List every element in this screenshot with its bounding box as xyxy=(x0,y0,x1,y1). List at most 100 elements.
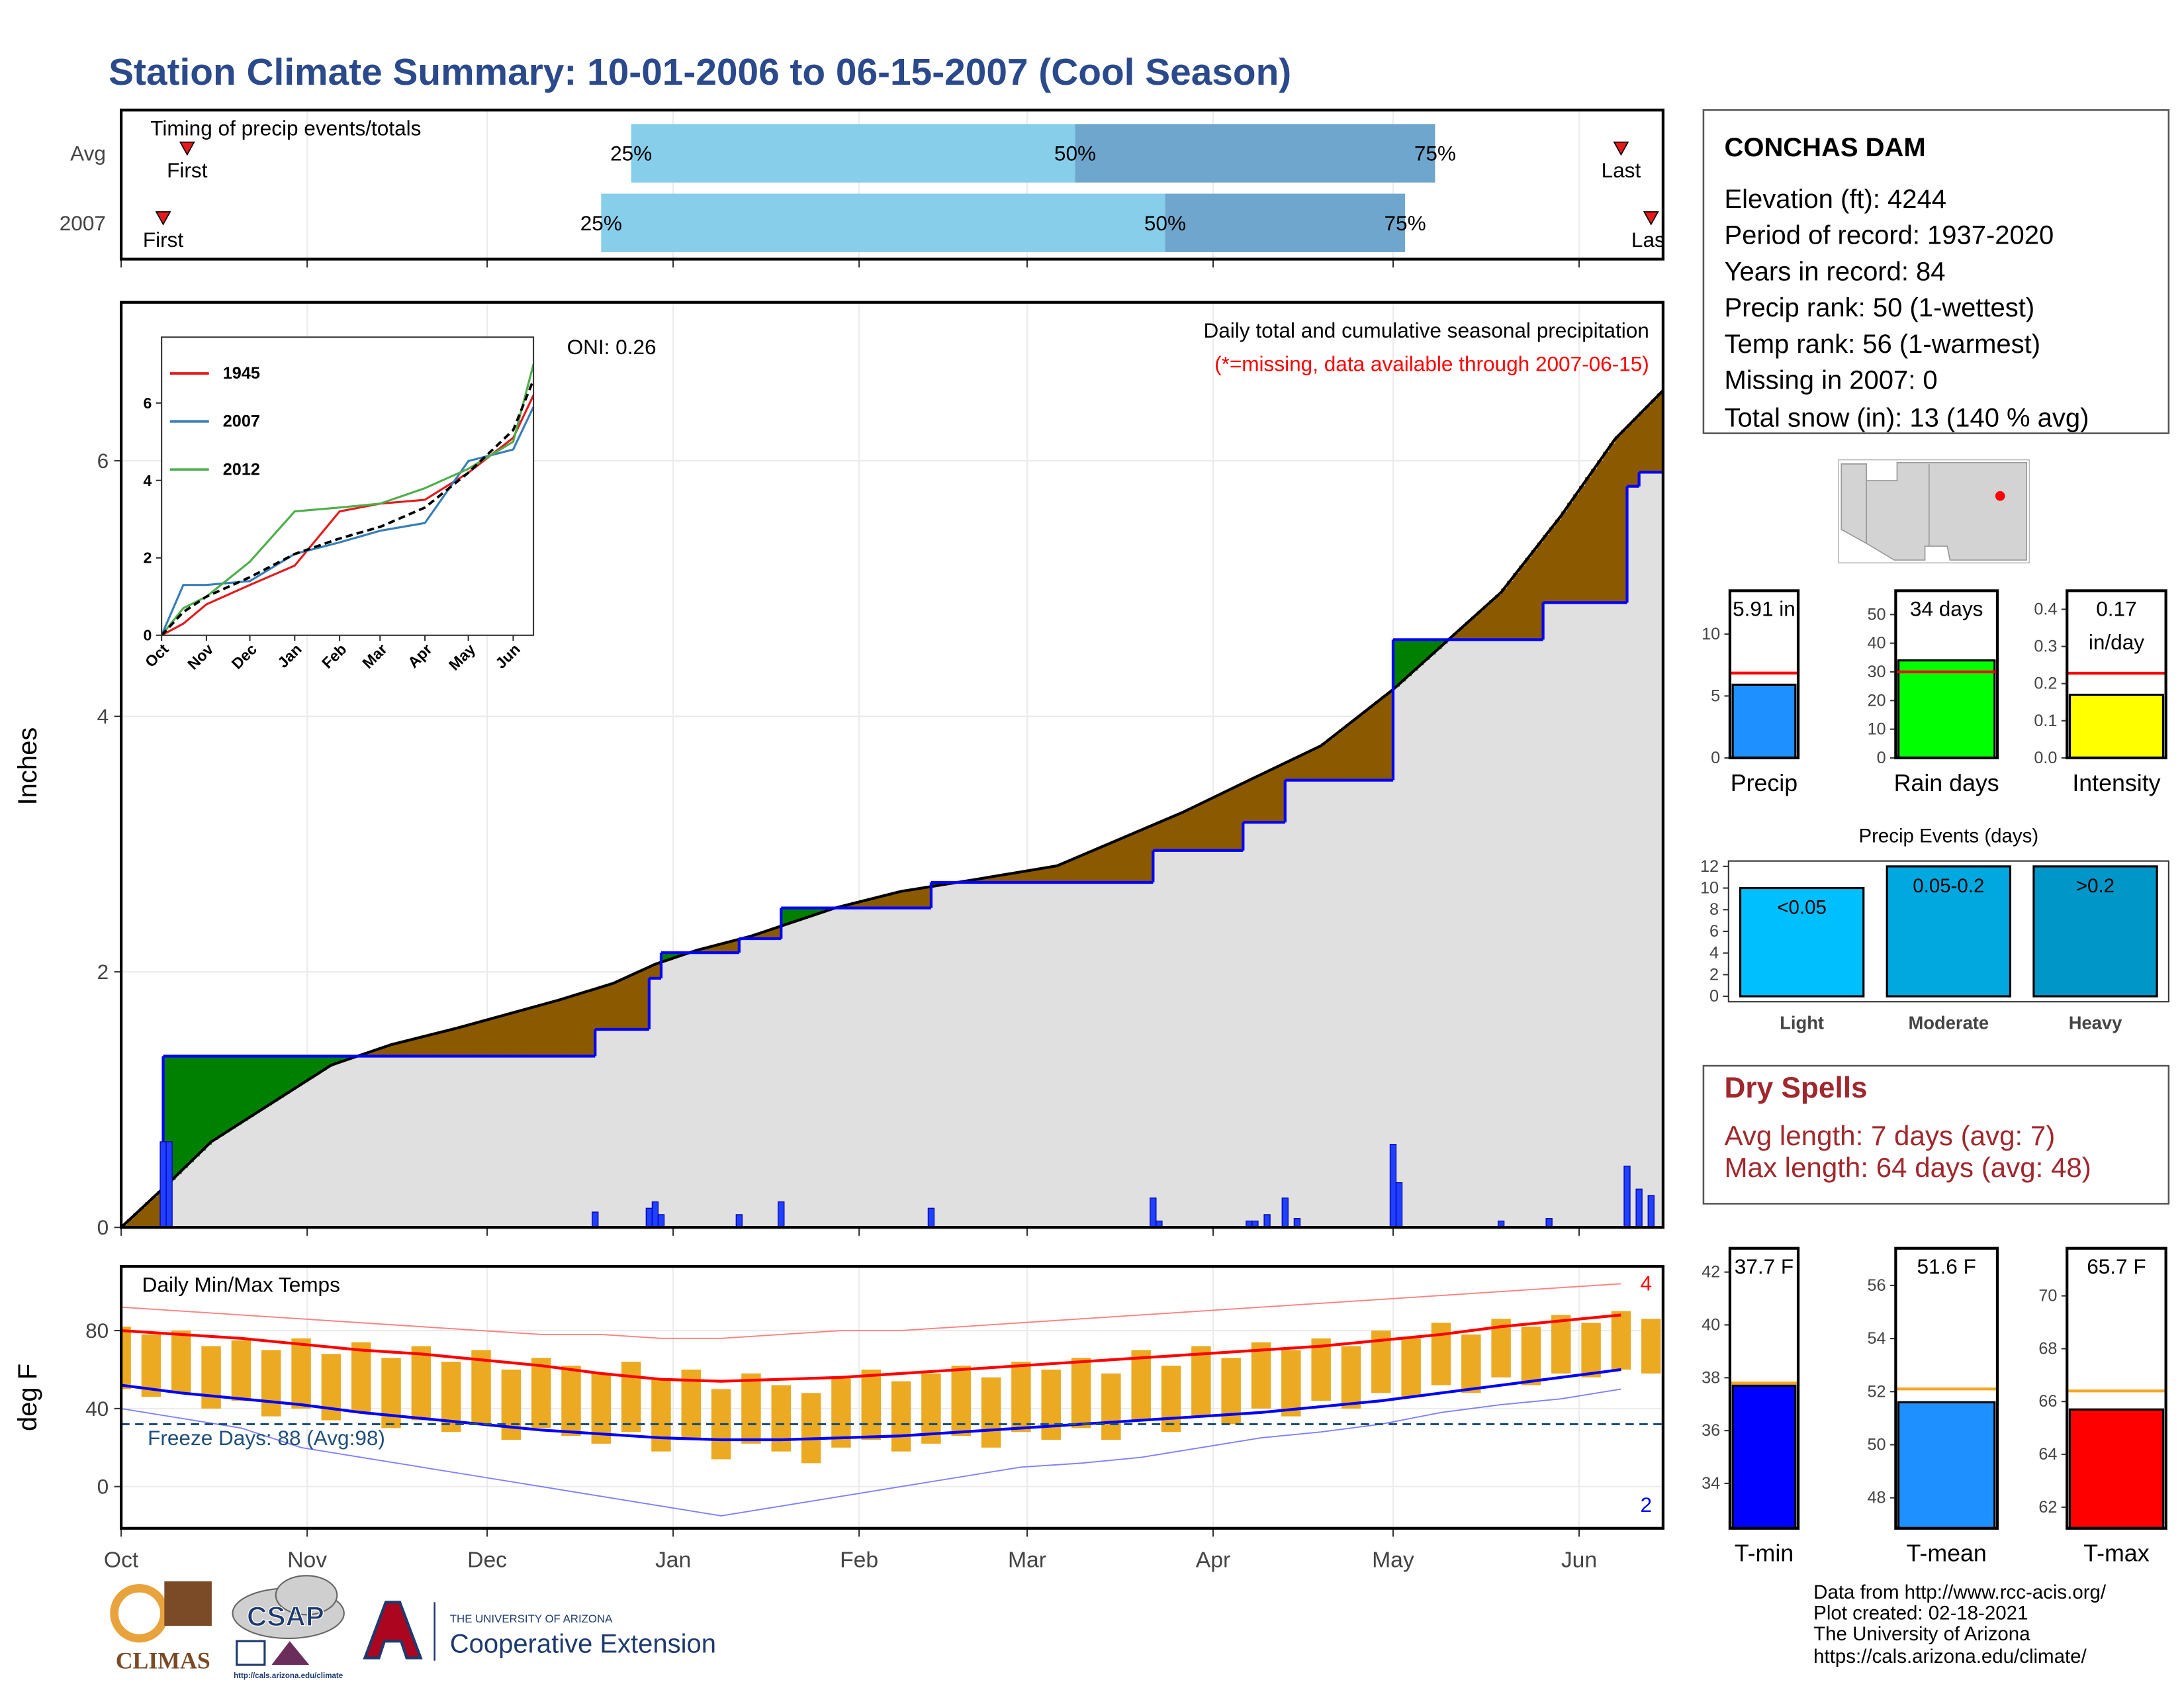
temp-bar xyxy=(891,1381,911,1452)
panel-frame xyxy=(119,1265,1664,1530)
y-tick-label: 0 xyxy=(97,1215,109,1239)
logo-block xyxy=(164,1581,212,1626)
difference-fill xyxy=(919,888,926,908)
value-label: 5.91 in xyxy=(1733,597,1796,621)
difference-fill xyxy=(763,931,770,939)
y-tick-label: 42 xyxy=(1702,1263,1720,1282)
difference-fill xyxy=(385,1045,392,1056)
difference-fill xyxy=(241,1056,248,1121)
difference-fill xyxy=(805,908,812,917)
y-tick-label: 50 xyxy=(1868,1435,1886,1454)
quartile-label: 75% xyxy=(1414,142,1456,165)
difference-fill xyxy=(1585,477,1592,603)
difference-fill xyxy=(1435,639,1442,649)
difference-fill xyxy=(1099,846,1106,883)
difference-fill xyxy=(1201,802,1208,851)
climas-logo: CLIMAS xyxy=(110,1581,212,1674)
difference-fill xyxy=(325,1056,332,1067)
difference-fill xyxy=(523,1009,530,1056)
logo-cloud xyxy=(275,1575,338,1616)
difference-fill xyxy=(859,901,866,908)
difference-fill xyxy=(217,1056,224,1137)
difference-fill xyxy=(295,1056,302,1086)
difference-fill xyxy=(1567,502,1574,603)
y-tick-label: 0 xyxy=(1709,987,1719,1006)
y-tick-label: 70 xyxy=(2038,1287,2057,1305)
series-line xyxy=(161,395,534,635)
difference-fill xyxy=(277,1056,284,1098)
station-line: Elevation (ft): 4244 xyxy=(1724,185,1946,214)
y-tick-label: 62 xyxy=(2038,1498,2057,1517)
temp-bar xyxy=(1581,1323,1601,1378)
temp-bar xyxy=(1311,1338,1331,1401)
bar xyxy=(1739,886,1865,998)
difference-fill xyxy=(547,1002,554,1056)
difference-fill xyxy=(145,1202,152,1228)
credit-line: Data from http://www.rcc-acis.org/ xyxy=(1813,1581,2107,1603)
difference-fill xyxy=(553,1000,560,1056)
difference-fill xyxy=(601,986,608,1030)
y-tick-label: 4 xyxy=(144,472,152,489)
legend-label: 2007 xyxy=(223,412,260,431)
credit-line: Plot created: 02-18-2021 xyxy=(1813,1603,2028,1624)
y-tick-label: 0 xyxy=(1877,749,1886,767)
x-tick-label: Apr xyxy=(1196,1548,1230,1573)
difference-fill xyxy=(1057,865,1064,883)
difference-fill xyxy=(1578,486,1586,603)
station-line: Total snow (in): 13 (140 % avg) xyxy=(1724,403,2089,432)
mini-frame xyxy=(2066,1246,2167,1530)
difference-fill xyxy=(187,1056,194,1162)
value-label: 37.7 F xyxy=(1735,1254,1794,1278)
difference-fill xyxy=(1387,692,1394,780)
daily-bar xyxy=(927,1207,935,1228)
panel-frame xyxy=(1727,860,2169,1003)
timing-panel: Timing of precip events/totals 25% 50% 75% F… xyxy=(121,110,1663,259)
y-tick-label: 30 xyxy=(1868,663,1886,681)
daily-bar xyxy=(1635,1188,1643,1228)
difference-fill xyxy=(133,1213,140,1228)
chart-title: Precip Events (days) xyxy=(1858,825,2038,847)
temp-bar xyxy=(411,1346,432,1421)
daily-bar xyxy=(1395,1182,1403,1228)
difference-fill xyxy=(1267,770,1274,823)
difference-fill xyxy=(1333,733,1340,780)
difference-fill xyxy=(559,999,566,1056)
temp-bar xyxy=(921,1373,941,1444)
difference-fill xyxy=(253,1056,260,1113)
difference-fill xyxy=(151,1196,158,1228)
daily-bar xyxy=(778,1201,785,1228)
quartile-label: 75% xyxy=(1385,211,1426,235)
difference-fill xyxy=(511,1012,518,1056)
quartile-label: 25% xyxy=(580,211,622,235)
temp-bar xyxy=(201,1346,221,1409)
legend-label: 1945 xyxy=(223,364,260,383)
difference-fill xyxy=(1519,565,1526,640)
difference-fill xyxy=(505,1013,512,1056)
y-tick-label: 54 xyxy=(1868,1329,1886,1348)
difference-fill xyxy=(1363,710,1370,780)
daily-bar xyxy=(645,1207,653,1228)
y-tick-label: 64 xyxy=(2038,1445,2057,1464)
temp-bar xyxy=(471,1350,491,1425)
y-axis-label: Inches xyxy=(13,727,42,806)
temp-bar xyxy=(1551,1315,1571,1374)
bar xyxy=(1897,1401,1996,1530)
difference-fill xyxy=(1477,611,1484,640)
daily-bar xyxy=(592,1211,599,1228)
difference-fill xyxy=(1615,436,1622,603)
difference-fill xyxy=(1069,859,1076,883)
difference-fill xyxy=(1237,784,1244,851)
difference-fill xyxy=(1116,839,1124,883)
difference-fill xyxy=(1309,750,1316,780)
locator-map xyxy=(1838,459,2030,564)
difference-fill xyxy=(1488,600,1496,640)
difference-fill xyxy=(427,1035,434,1056)
difference-fill xyxy=(757,933,764,939)
daily-bar xyxy=(1281,1197,1289,1228)
bar xyxy=(2068,693,2165,759)
difference-fill xyxy=(1105,844,1112,883)
station-line: Precip rank: 50 (1-wettest) xyxy=(1724,293,2034,322)
quartile-bar xyxy=(601,193,1165,252)
difference-fill xyxy=(1555,519,1562,603)
inset-background xyxy=(161,337,534,635)
